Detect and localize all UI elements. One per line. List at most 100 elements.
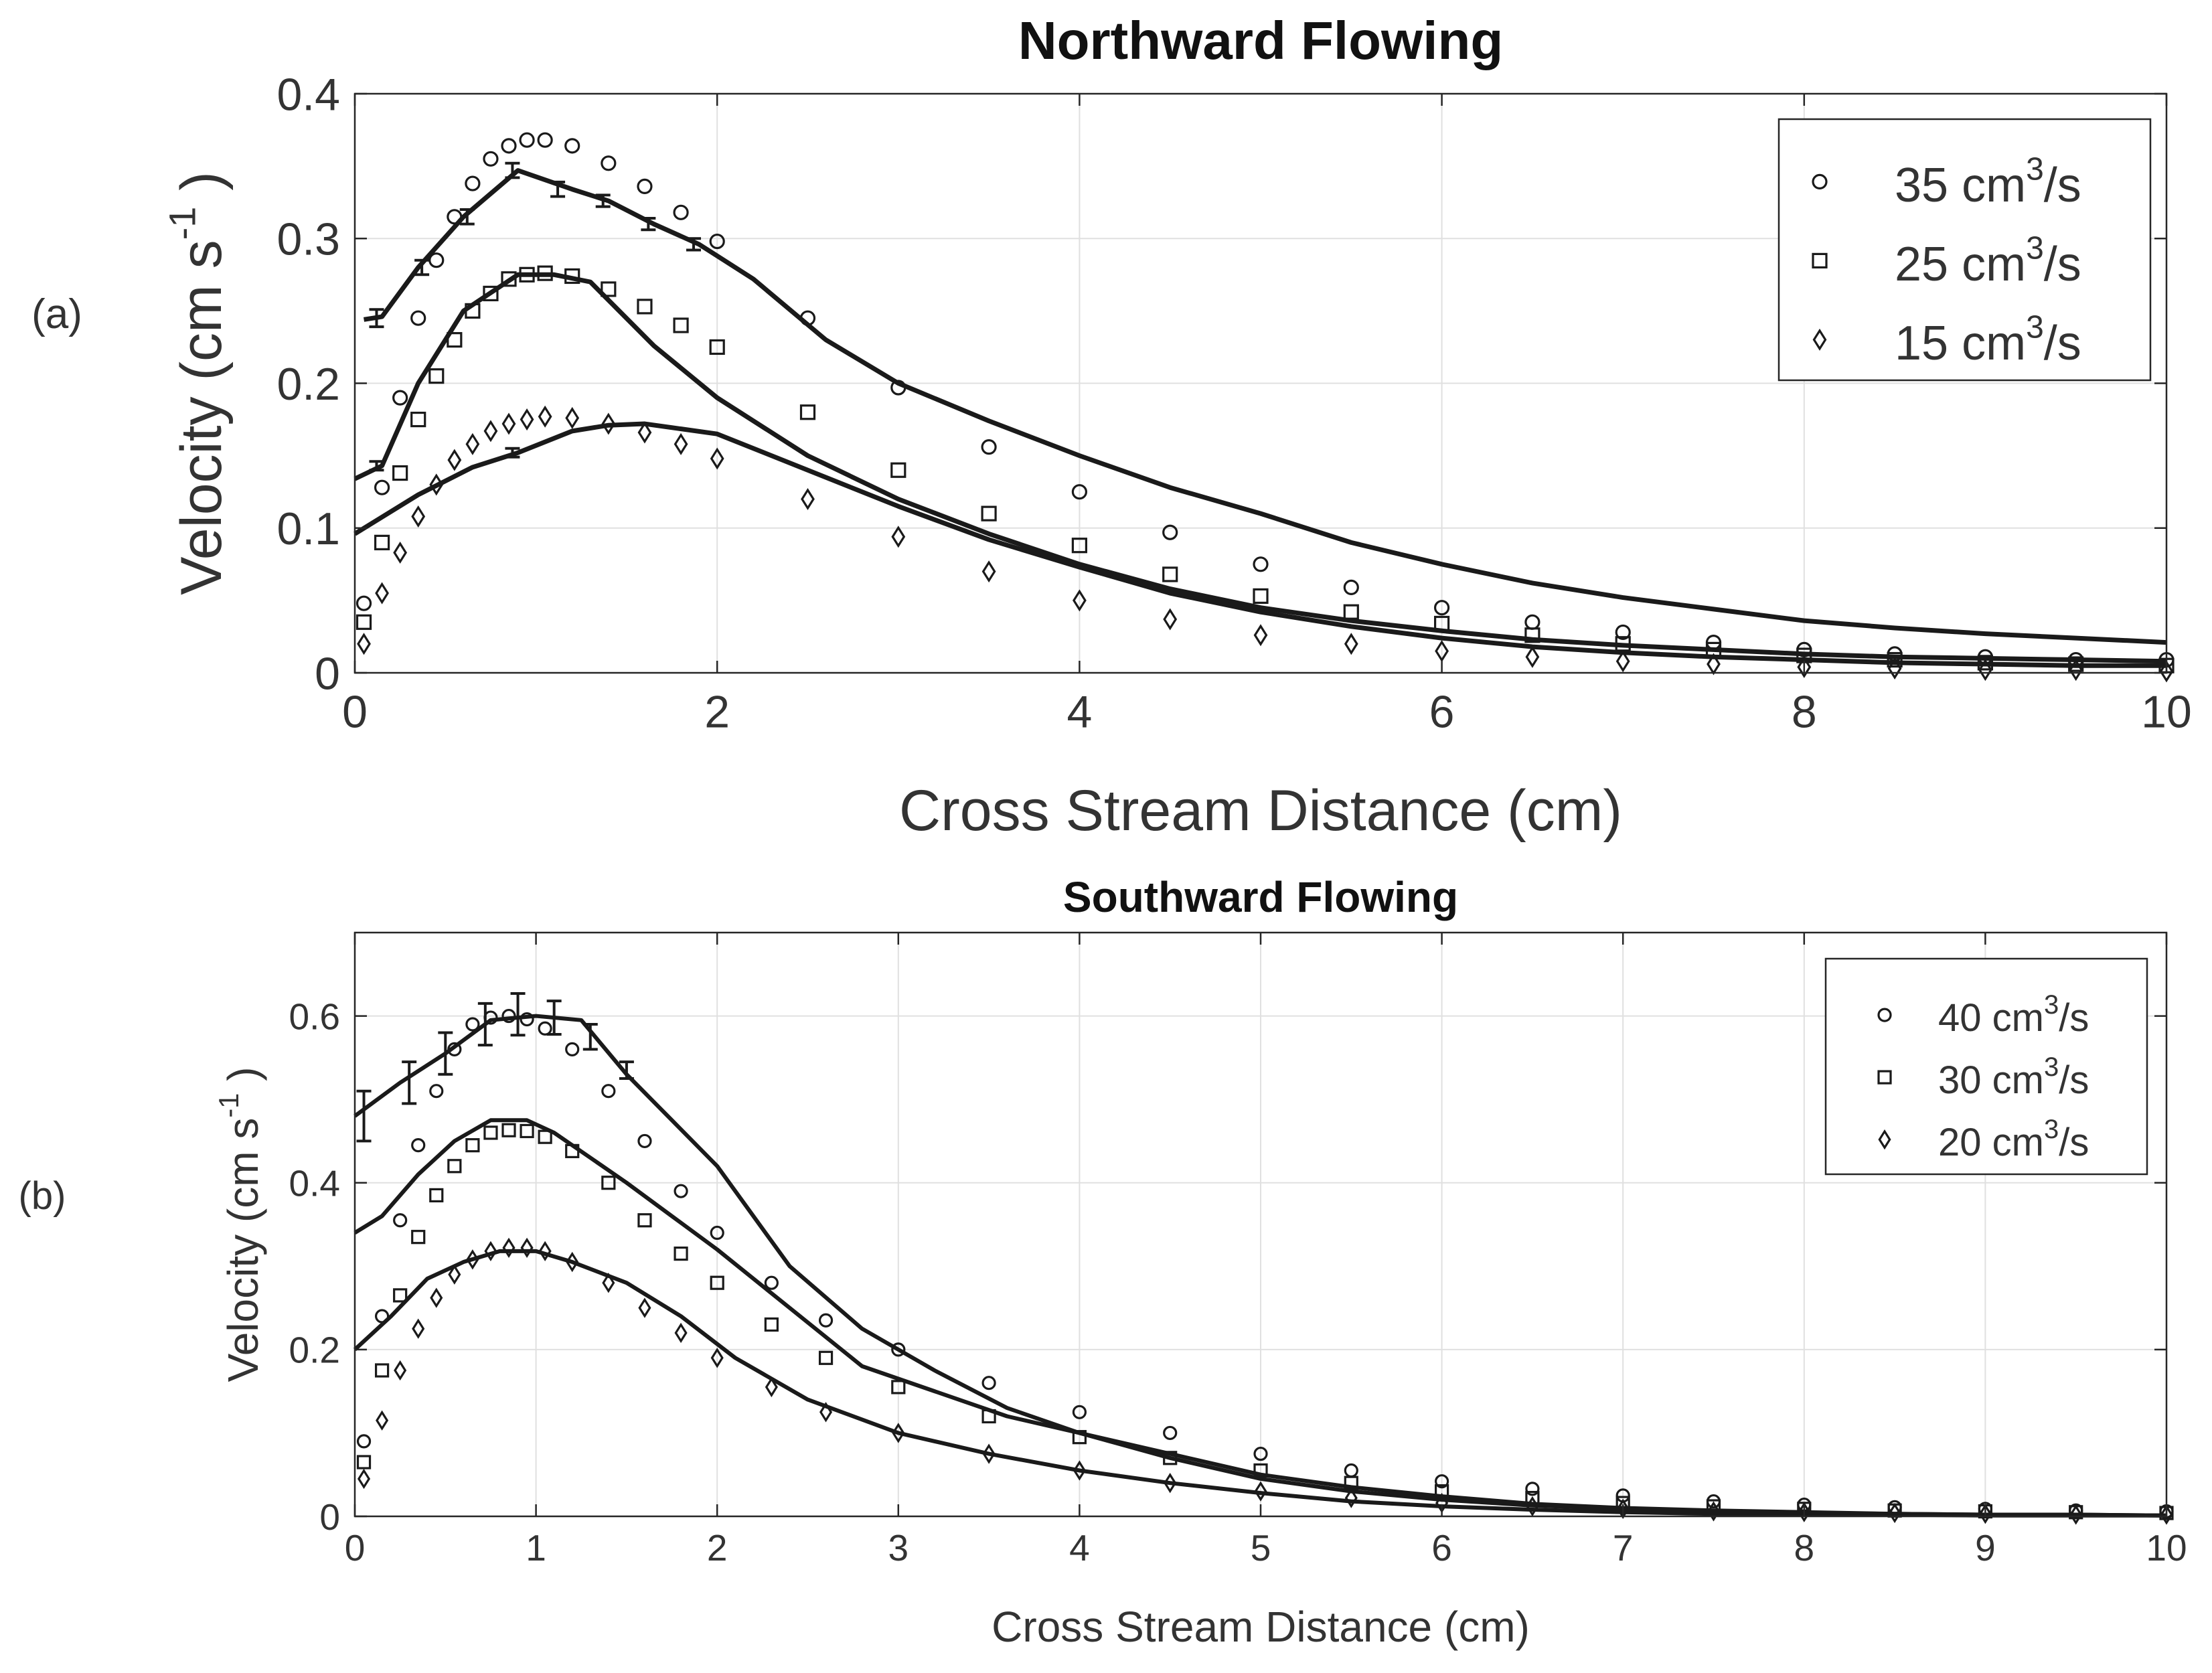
legend-label: 15 cm3/s bbox=[1895, 310, 2081, 370]
data-point-diamond bbox=[638, 1297, 651, 1318]
data-point-square bbox=[538, 1129, 552, 1144]
legend-label-sup: 3 bbox=[2044, 1052, 2059, 1082]
data-point-square bbox=[429, 1188, 444, 1203]
data-point-circle bbox=[637, 1133, 652, 1149]
data-point-square bbox=[465, 303, 481, 319]
data-point-diamond bbox=[447, 449, 462, 471]
data-point-square bbox=[891, 1380, 906, 1395]
data-point-diamond bbox=[637, 421, 652, 444]
data-point-square bbox=[393, 1288, 408, 1303]
data-point-diamond bbox=[375, 582, 389, 605]
y-axis-label-end: ) bbox=[169, 171, 234, 207]
data-point-square bbox=[537, 265, 553, 281]
data-point-diamond bbox=[2069, 1504, 2083, 1525]
legend: 35 cm3/s25 cm3/s15 cm3/s bbox=[1778, 118, 2152, 382]
data-point-circle bbox=[356, 595, 372, 611]
data-point-circle bbox=[465, 175, 481, 191]
data-point-square bbox=[818, 1350, 834, 1365]
data-point-diamond bbox=[601, 412, 616, 435]
legend-marker-square bbox=[1877, 1070, 1892, 1085]
data-point-diamond bbox=[674, 1322, 688, 1344]
legend-label-tail: /s bbox=[2059, 996, 2089, 1040]
data-point-square bbox=[601, 281, 617, 297]
data-point-diamond bbox=[819, 1402, 833, 1423]
data-point-square bbox=[601, 1176, 616, 1190]
x-axis-label: Cross Stream Distance (cm) bbox=[992, 1603, 1530, 1651]
x-tick-label: 2 bbox=[707, 1527, 728, 1569]
data-point-square bbox=[674, 1246, 688, 1261]
legend-marker-diamond bbox=[1812, 328, 1827, 351]
data-point-square bbox=[483, 285, 499, 302]
data-point-square bbox=[981, 505, 997, 522]
data-point-square bbox=[483, 1125, 498, 1140]
data-point-diamond bbox=[1344, 1488, 1358, 1508]
data-point-diamond bbox=[1526, 1496, 1539, 1517]
legend-label-tail: /s bbox=[2059, 1058, 2089, 1102]
data-point-circle bbox=[565, 1042, 580, 1057]
data-point-diamond bbox=[2159, 660, 2174, 683]
data-point-diamond bbox=[981, 560, 996, 583]
x-tick-label: 7 bbox=[1613, 1527, 1634, 1569]
data-point-circle bbox=[1434, 600, 1450, 616]
data-point-diamond bbox=[1253, 624, 1268, 647]
data-point-diamond bbox=[1254, 1481, 1267, 1502]
y-axis-label: Velocity (cm s-1 ) bbox=[213, 1067, 267, 1382]
legend-label-sup: 3 bbox=[2044, 990, 2059, 1020]
data-point-diamond bbox=[483, 420, 498, 443]
data-point-diamond bbox=[538, 1241, 552, 1262]
data-point-diamond bbox=[1798, 1502, 1811, 1522]
data-point-diamond bbox=[1707, 1501, 1721, 1522]
legend-label-sup: 3 bbox=[2026, 310, 2044, 345]
y-tick-label: 0.4 bbox=[276, 69, 340, 120]
x-tick-label: 10 bbox=[2141, 687, 2192, 738]
data-point-square bbox=[410, 411, 426, 428]
data-point-circle bbox=[709, 233, 725, 250]
data-point-square bbox=[374, 1363, 390, 1378]
data-point-diamond bbox=[1978, 1504, 1992, 1524]
data-point-diamond bbox=[565, 406, 580, 429]
x-tick-label: 8 bbox=[1794, 1527, 1815, 1569]
panel-a-northward: 0 2 4 6 8 10 0 0.1 0.2 0.3 0.4 Northward Flowing Cro… bbox=[31, 11, 2192, 843]
data-point-square bbox=[565, 1143, 580, 1158]
data-point-circle bbox=[891, 1342, 906, 1357]
legend-label: 40 cm3/s bbox=[1938, 990, 2089, 1040]
data-point-diamond bbox=[520, 1237, 534, 1259]
data-point-circle bbox=[1071, 484, 1088, 500]
data-point-square bbox=[1887, 651, 1903, 668]
data-point-diamond bbox=[2069, 659, 2083, 682]
data-point-circle bbox=[374, 1309, 390, 1324]
data-point-square bbox=[764, 1317, 779, 1332]
data-point-diamond bbox=[765, 1376, 778, 1398]
data-point-square bbox=[709, 339, 725, 355]
data-point-diamond bbox=[710, 447, 724, 470]
data-point-diamond bbox=[357, 633, 371, 655]
legend-marker-circle bbox=[1877, 1008, 1892, 1022]
data-point-square bbox=[1524, 627, 1540, 643]
data-point-circle bbox=[1253, 1446, 1268, 1461]
data-point-diamond bbox=[538, 405, 552, 428]
legend-label-text: 35 cm bbox=[1895, 159, 2026, 212]
data-point-diamond bbox=[1073, 589, 1087, 612]
legend-box bbox=[1778, 118, 2152, 382]
y-axis-label-main: Velocity (cm s bbox=[169, 240, 234, 594]
data-point-square bbox=[392, 465, 408, 481]
data-point-square bbox=[1071, 538, 1088, 554]
data-point-diamond bbox=[411, 505, 426, 528]
data-point-square bbox=[1706, 1499, 1721, 1514]
data-point-square bbox=[637, 1213, 652, 1228]
x-tick-label: 6 bbox=[1431, 1527, 1452, 1569]
data-point-diamond bbox=[501, 412, 516, 435]
y-tick-label: 0.1 bbox=[276, 503, 340, 554]
y-tick-label: 0.4 bbox=[289, 1163, 340, 1204]
data-point-diamond bbox=[448, 1264, 461, 1285]
data-point-circle bbox=[674, 1184, 688, 1198]
chart-title: Southward Flowing bbox=[1063, 873, 1458, 921]
data-point-diamond bbox=[2160, 1504, 2173, 1525]
data-point-circle bbox=[981, 1376, 996, 1390]
data-point-circle bbox=[981, 439, 997, 455]
x-tick-label: 1 bbox=[526, 1527, 546, 1569]
data-point-square bbox=[710, 1275, 724, 1290]
data-point-square bbox=[637, 299, 653, 315]
data-point-circle bbox=[799, 310, 816, 326]
data-point-circle bbox=[520, 1012, 534, 1027]
